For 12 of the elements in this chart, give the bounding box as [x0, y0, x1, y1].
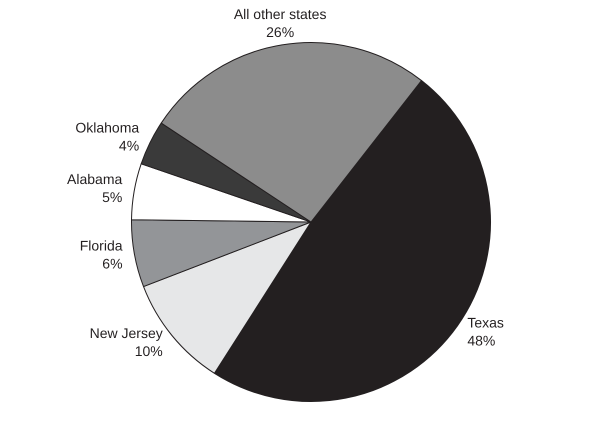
- data-label: 10%: [134, 343, 163, 360]
- slice-label: All other states: [234, 6, 326, 22]
- data-label: 26%: [266, 24, 294, 40]
- slice-label: Texas: [467, 314, 504, 330]
- data-label: 6%: [102, 256, 123, 272]
- data-label: 5%: [102, 189, 122, 206]
- data-label: 48%: [467, 332, 496, 348]
- slice-label: Florida: [80, 238, 123, 254]
- slice-label: Alabama: [67, 171, 123, 188]
- slice-label: New Jersey: [90, 325, 163, 342]
- slice-label: Oklahoma: [75, 119, 140, 136]
- data-label: 4%: [118, 137, 140, 154]
